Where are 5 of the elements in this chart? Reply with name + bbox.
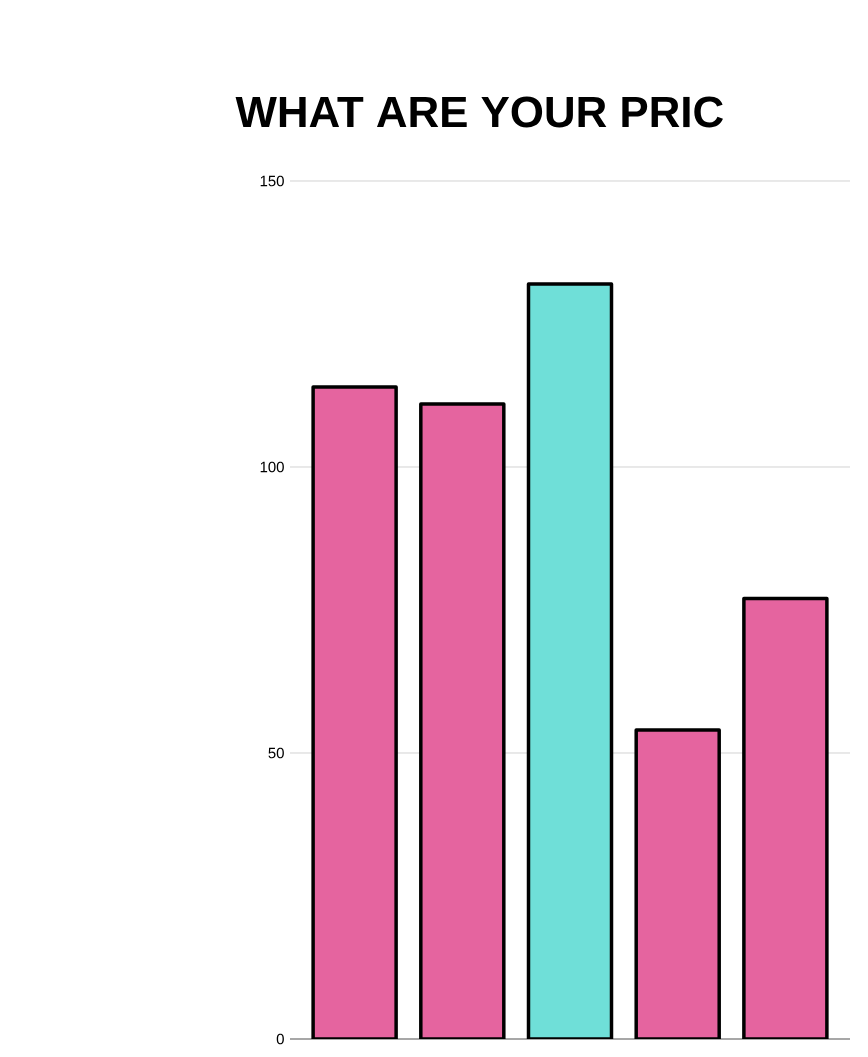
y-tick-label: 150 [260, 175, 284, 187]
y-tick-label: 50 [268, 747, 284, 759]
y-tick-label: 0 [276, 1033, 284, 1045]
y-tick-label: 100 [260, 461, 284, 473]
chart-title: WHAT ARE YOUR PRIC [235, 96, 723, 128]
